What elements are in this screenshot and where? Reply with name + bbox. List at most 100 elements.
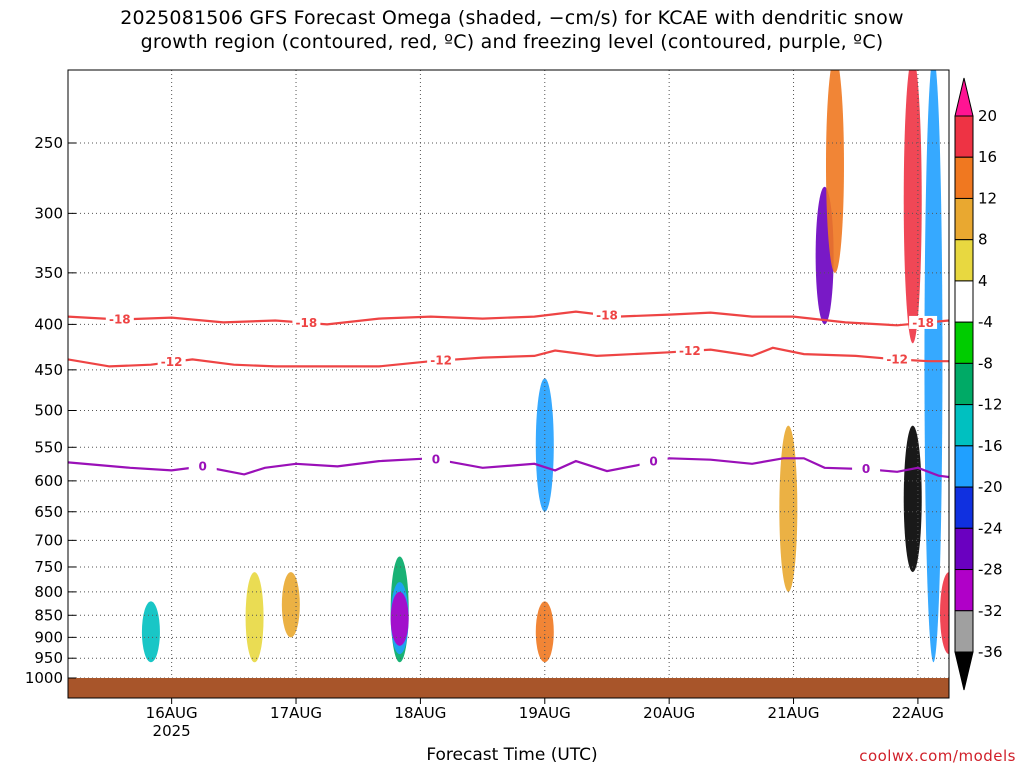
- y-tick-label: 450: [34, 361, 63, 379]
- gridlines: [68, 70, 949, 698]
- contour-label-bg: [639, 454, 668, 468]
- colorbar-bin: [954, 486, 974, 529]
- omega-cell: [903, 70, 922, 344]
- y-axis-pressure-ticks: 250 300 350 400 450 500 550 600 650 700 750 800 850 9…: [25, 134, 76, 687]
- colorbar-bin: [954, 445, 974, 488]
- omega-cell: [245, 572, 264, 663]
- omega-cell: [779, 425, 798, 592]
- colorbar-bin: [954, 404, 974, 447]
- y-tick-label: 500: [34, 402, 63, 420]
- credit-link[interactable]: coolwx.com/models: [859, 747, 1016, 765]
- colorbar-label: -28: [978, 561, 1003, 579]
- colorbar-label: 4: [978, 272, 988, 290]
- contour-line: [68, 310, 949, 327]
- contour-label: 0: [649, 455, 657, 469]
- chart-title-line2: growth region (contoured, red, ºC) and f…: [140, 31, 884, 53]
- y-tick-label: 350: [34, 264, 63, 282]
- y-tick-label: 750: [34, 558, 63, 576]
- contour-label: 0: [862, 462, 870, 476]
- contour-label: -12: [430, 353, 452, 367]
- colorbar-label: -24: [978, 519, 1003, 537]
- contour-label-bg: [852, 462, 881, 476]
- colorbar-bin: [954, 239, 974, 282]
- colorbar-label: -20: [978, 478, 1003, 496]
- omega-cell: [390, 591, 409, 646]
- chart-title: 2025081506 GFS Forecast Omega (shaded, −…: [0, 6, 1024, 54]
- colorbar-bin: [954, 610, 974, 653]
- colorbar-label: -4: [978, 313, 993, 331]
- colorbar-bin: [954, 321, 974, 364]
- y-tick-label: 250: [34, 134, 63, 152]
- y-tick-label: 550: [34, 438, 63, 456]
- contour-label-bg: [105, 312, 134, 326]
- omega-cell: [903, 425, 922, 573]
- ground-surface: [68, 678, 949, 698]
- y-tick-label: 600: [34, 472, 63, 490]
- x-tick-label: 21AUG: [768, 704, 820, 722]
- y-tick-label: 800: [34, 583, 63, 601]
- contour-label-bg: [427, 353, 456, 367]
- colorbar-bin: [954, 362, 974, 406]
- omega-cell: [141, 601, 160, 663]
- omega-cell: [940, 572, 949, 655]
- contour-label-bg: [883, 352, 912, 366]
- x-tick-label: 20AUG: [643, 704, 695, 722]
- y-tick-label: 650: [34, 503, 63, 521]
- colorbar-bin: [954, 197, 974, 241]
- colorbar-bottom-arrow: [954, 651, 974, 691]
- omega-shading: [141, 70, 949, 663]
- y-tick-label: 1000: [25, 669, 63, 687]
- contour-label-bg: [909, 315, 938, 329]
- contour-label: 0: [199, 459, 207, 473]
- y-tick-label: 700: [34, 531, 63, 549]
- x-tick-label: 16AUG: [146, 704, 198, 722]
- contour-label-bg: [157, 355, 186, 369]
- contour-label: -18: [109, 313, 131, 327]
- contour-label: -12: [161, 355, 183, 369]
- colorbar-top-arrow: [954, 77, 974, 117]
- x-tick-label: 22AUG: [892, 704, 944, 722]
- omega-cell: [281, 572, 300, 638]
- x-tick-label: 18AUG: [394, 704, 446, 722]
- x-tick-label: 19AUG: [519, 704, 571, 722]
- x-axis-label: Forecast Time (UTC): [426, 745, 598, 765]
- contour-label: 0: [432, 452, 440, 466]
- colorbar-label: -12: [978, 396, 1003, 414]
- colorbar-label: 8: [978, 231, 988, 249]
- colorbar-bin: [954, 569, 974, 612]
- colorbar-label: 20: [978, 107, 997, 125]
- omega-cell: [825, 70, 844, 273]
- contour-label: -12: [679, 344, 701, 358]
- y-tick-label: 900: [34, 628, 63, 646]
- omega-cell: [924, 70, 943, 663]
- x-tick-year: 2025: [153, 722, 191, 740]
- omega-cell: [535, 601, 554, 663]
- colorbar-bin: [954, 156, 974, 199]
- colorbar-label: -16: [978, 437, 1003, 455]
- colorbar-bin: [954, 115, 974, 158]
- contour-line: [68, 346, 949, 368]
- colorbar-label: -36: [978, 643, 1003, 661]
- contour-label-bg: [592, 308, 621, 322]
- chart-title-line1: 2025081506 GFS Forecast Omega (shaded, −…: [120, 7, 904, 29]
- colorbar-bin: [954, 280, 974, 323]
- contour-label-bg: [675, 343, 704, 357]
- y-tick-label: 950: [34, 649, 63, 667]
- colorbar-label: -8: [978, 354, 993, 372]
- contour-label-bg: [421, 452, 450, 466]
- colorbar-label: 16: [978, 148, 997, 166]
- contour-label: -12: [886, 352, 908, 366]
- temperature-contours: -18 -18 -18 -18 -12 -12 -12 -12 0 0 0 0: [68, 308, 949, 479]
- contour-label-bg: [292, 315, 321, 329]
- omega-cell: [535, 378, 554, 512]
- colorbar-label: -32: [978, 602, 1003, 620]
- y-tick-label: 400: [34, 315, 63, 333]
- colorbar-label: 12: [978, 189, 997, 207]
- colorbar-bin: [954, 527, 974, 571]
- y-tick-label: 850: [34, 606, 63, 624]
- x-tick-label: 17AUG: [270, 704, 322, 722]
- contour-label: -18: [296, 316, 318, 330]
- contour-label: -18: [912, 316, 934, 330]
